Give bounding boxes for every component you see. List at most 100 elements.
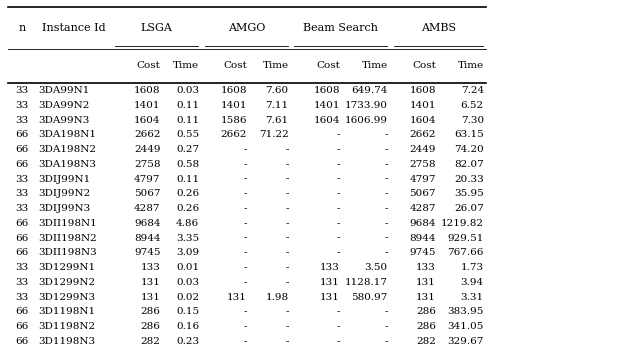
Text: Cost: Cost [137, 61, 161, 70]
Text: 26.07: 26.07 [454, 204, 484, 213]
Text: 131: 131 [227, 293, 247, 302]
Text: 131: 131 [320, 278, 340, 287]
Text: 1586: 1586 [221, 116, 247, 125]
Text: 7.61: 7.61 [266, 116, 289, 125]
Text: 329.67: 329.67 [447, 337, 484, 346]
Text: -: - [244, 189, 247, 198]
Text: 5067: 5067 [134, 189, 161, 198]
Text: 33: 33 [15, 293, 28, 302]
Text: AMBS: AMBS [421, 23, 456, 33]
Text: 6.52: 6.52 [461, 101, 484, 110]
Text: -: - [244, 219, 247, 228]
Text: 4287: 4287 [410, 204, 436, 213]
Text: -: - [285, 189, 289, 198]
Text: 8944: 8944 [134, 234, 161, 243]
Text: -: - [285, 337, 289, 346]
Text: 1401: 1401 [221, 101, 247, 110]
Text: 133: 133 [141, 263, 161, 272]
Text: 282: 282 [141, 337, 161, 346]
Text: -: - [385, 322, 388, 331]
Text: 0.58: 0.58 [176, 160, 199, 169]
Text: 33: 33 [15, 263, 28, 272]
Text: 2449: 2449 [134, 145, 161, 154]
Text: 3D1198N1: 3D1198N1 [38, 307, 95, 316]
Text: -: - [337, 130, 340, 139]
Text: -: - [337, 145, 340, 154]
Text: -: - [244, 248, 247, 257]
Text: 7.24: 7.24 [461, 86, 484, 95]
Text: 1604: 1604 [410, 116, 436, 125]
Text: 35.95: 35.95 [454, 189, 484, 198]
Text: 4797: 4797 [410, 175, 436, 184]
Text: 1401: 1401 [410, 101, 436, 110]
Text: 286: 286 [141, 322, 161, 331]
Text: 66: 66 [15, 248, 28, 257]
Text: 3.35: 3.35 [176, 234, 199, 243]
Text: 4.86: 4.86 [176, 219, 199, 228]
Text: Time: Time [173, 61, 199, 70]
Text: 0.02: 0.02 [176, 293, 199, 302]
Text: 3D1299N2: 3D1299N2 [38, 278, 95, 287]
Text: 1608: 1608 [221, 86, 247, 95]
Text: 1608: 1608 [134, 86, 161, 95]
Text: 3DIJ99N1: 3DIJ99N1 [38, 175, 90, 184]
Text: -: - [337, 234, 340, 243]
Text: -: - [285, 263, 289, 272]
Text: 1.73: 1.73 [461, 263, 484, 272]
Text: -: - [285, 248, 289, 257]
Text: 0.26: 0.26 [176, 204, 199, 213]
Text: 286: 286 [416, 307, 436, 316]
Text: -: - [285, 145, 289, 154]
Text: 0.03: 0.03 [176, 86, 199, 95]
Text: 2662: 2662 [221, 130, 247, 139]
Text: 9684: 9684 [134, 219, 161, 228]
Text: -: - [385, 248, 388, 257]
Text: 82.07: 82.07 [454, 160, 484, 169]
Text: 3D1198N3: 3D1198N3 [38, 337, 95, 346]
Text: 2662: 2662 [410, 130, 436, 139]
Text: -: - [385, 175, 388, 184]
Text: 20.33: 20.33 [454, 175, 484, 184]
Text: 3.50: 3.50 [365, 263, 388, 272]
Text: Beam Search: Beam Search [303, 23, 378, 33]
Text: 3DA198N2: 3DA198N2 [38, 145, 96, 154]
Text: 0.23: 0.23 [176, 337, 199, 346]
Text: 3D1299N1: 3D1299N1 [38, 263, 95, 272]
Text: 3DA198N1: 3DA198N1 [38, 130, 96, 139]
Text: 0.26: 0.26 [176, 189, 199, 198]
Text: 66: 66 [15, 307, 28, 316]
Text: -: - [337, 204, 340, 213]
Text: 1604: 1604 [134, 116, 161, 125]
Text: 33: 33 [15, 86, 28, 95]
Text: 3DII198N3: 3DII198N3 [38, 248, 97, 257]
Text: -: - [244, 278, 247, 287]
Text: Cost: Cost [316, 61, 340, 70]
Text: -: - [244, 204, 247, 213]
Text: -: - [385, 219, 388, 228]
Text: -: - [244, 307, 247, 316]
Text: 3DII198N1: 3DII198N1 [38, 219, 97, 228]
Text: 0.11: 0.11 [176, 175, 199, 184]
Text: -: - [337, 175, 340, 184]
Text: 0.03: 0.03 [176, 278, 199, 287]
Text: 286: 286 [141, 307, 161, 316]
Text: 131: 131 [416, 278, 436, 287]
Text: 9684: 9684 [410, 219, 436, 228]
Text: 66: 66 [15, 234, 28, 243]
Text: -: - [244, 145, 247, 154]
Text: 0.16: 0.16 [176, 322, 199, 331]
Text: -: - [244, 337, 247, 346]
Text: 0.11: 0.11 [176, 101, 199, 110]
Text: 66: 66 [15, 219, 28, 228]
Text: -: - [385, 145, 388, 154]
Text: -: - [337, 219, 340, 228]
Text: -: - [244, 263, 247, 272]
Text: -: - [385, 130, 388, 139]
Text: -: - [385, 234, 388, 243]
Text: 3DII198N2: 3DII198N2 [38, 234, 97, 243]
Text: Time: Time [458, 61, 484, 70]
Text: 341.05: 341.05 [447, 322, 484, 331]
Text: 131: 131 [141, 293, 161, 302]
Text: 3DA198N3: 3DA198N3 [38, 160, 96, 169]
Text: 580.97: 580.97 [351, 293, 388, 302]
